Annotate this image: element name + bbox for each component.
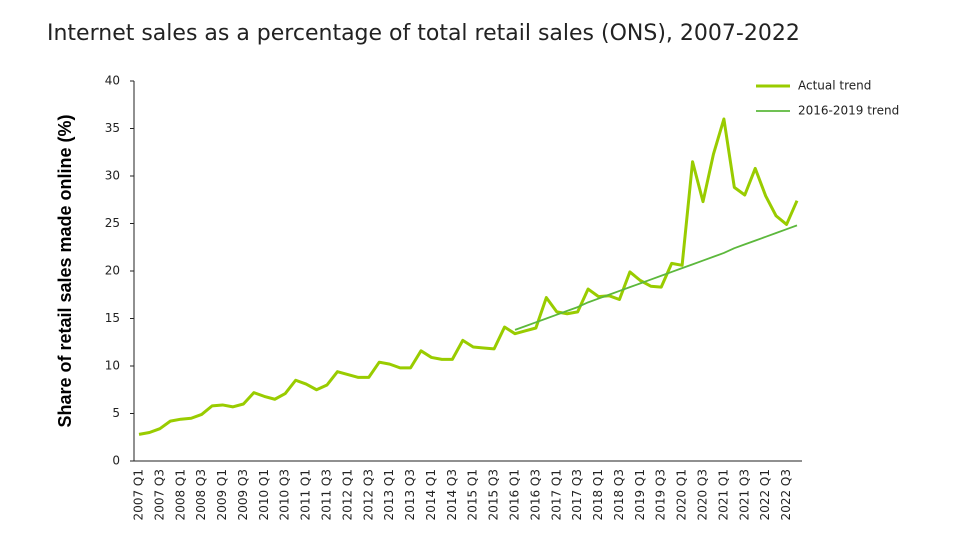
x-tick-label: 2018 Q1 [591,469,605,520]
x-tick-label: 2016 Q1 [508,469,522,520]
x-tick-label: 2019 Q1 [633,469,647,520]
x-tick-label: 2013 Q1 [382,469,396,520]
x-tick-label: 2010 Q1 [257,469,271,520]
x-tick-label: 2022 Q1 [758,469,772,520]
x-tick-label: 2021 Q1 [716,469,730,520]
x-tick-label: 2014 Q1 [424,469,438,520]
x-tick-label: 2013 Q3 [403,469,417,520]
x-tick-label: 2007 Q3 [152,469,166,520]
y-tick-label: 35 [105,121,120,135]
y-tick-label: 20 [105,264,120,278]
x-tick-label: 2010 Q3 [278,469,292,520]
x-tick-label: 2014 Q3 [445,469,459,520]
y-axis-label: Share of retail sales made online (%) [55,114,75,427]
x-tick-label: 2007 Q1 [132,469,146,520]
x-tick-label: 2020 Q3 [696,469,710,520]
x-tick-label: 2012 Q3 [361,469,375,520]
y-tick-label: 30 [105,169,120,183]
y-tick-label: 15 [105,311,120,325]
x-tick-label: 2015 Q1 [466,469,480,520]
series-line [514,224,798,331]
y-tick-label: 0 [112,454,120,468]
y-tick-label: 10 [105,359,120,373]
x-tick-label: 2018 Q3 [612,469,626,520]
x-tick-label: 2015 Q3 [487,469,501,520]
x-tick-label: 2009 Q3 [236,469,250,520]
x-tick-label: 2021 Q3 [737,469,751,520]
legend-label: Actual trend [798,79,871,93]
y-tick-label: 25 [105,216,120,230]
x-tick-label: 2020 Q1 [675,469,689,520]
x-tick-label: 2009 Q1 [215,469,229,520]
y-tick-label: 40 [105,74,120,88]
x-tick-label: 2012 Q1 [340,469,354,520]
x-tick-label: 2016 Q3 [528,469,542,520]
x-tick-label: 2017 Q3 [570,469,584,520]
y-tick-label: 5 [112,406,120,420]
x-tick-label: 2011 Q3 [320,469,334,520]
x-tick-label: 2019 Q3 [654,469,668,520]
series-line [138,117,799,436]
chart-title: Internet sales as a percentage of total … [47,21,800,46]
x-tick-label: 2008 Q3 [194,469,208,520]
legend-label: 2016-2019 trend [798,104,899,118]
x-tick-label: 2022 Q3 [779,469,793,520]
x-tick-label: 2011 Q1 [299,469,313,520]
x-tick-label: 2017 Q1 [549,469,563,520]
x-tick-label: 2008 Q1 [173,469,187,520]
